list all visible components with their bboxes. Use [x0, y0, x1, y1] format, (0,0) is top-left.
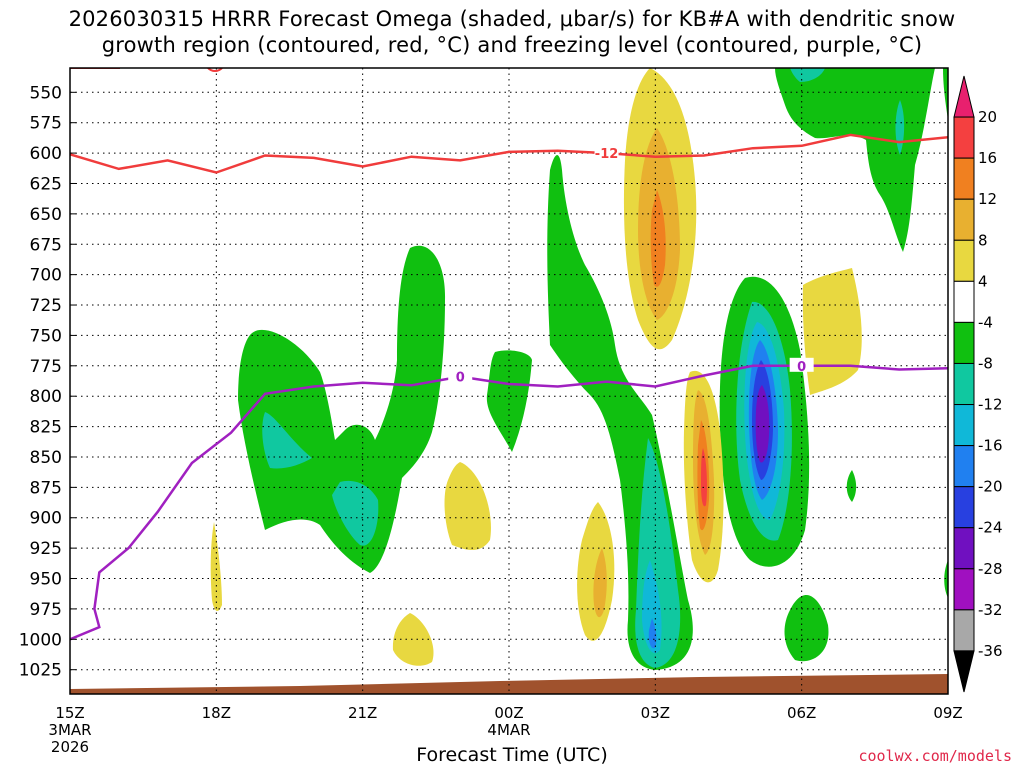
- contour-lines: -12 0 0: [70, 133, 948, 641]
- x-tick-date: 4MAR: [487, 721, 530, 739]
- x-tick-label: 03Z: [641, 704, 670, 722]
- colorbar-label: -8: [978, 354, 993, 372]
- y-tick-label: 600: [30, 144, 62, 164]
- grid: [70, 68, 948, 694]
- y-tick-label: 975: [30, 600, 62, 620]
- contour-label: -12: [595, 147, 619, 162]
- y-tick-label: 725: [30, 296, 62, 316]
- title-line-2: growth region (contoured, red, °C) and f…: [101, 33, 923, 57]
- x-tick-label: 06Z: [787, 704, 816, 722]
- dendritic-contour-line: [70, 133, 948, 174]
- y-tick-label: 800: [30, 387, 62, 407]
- colorbar-swatch: [953, 486, 975, 529]
- colorbar: 20 16 12 8 4 -4 -8 -12 -16 -20 -24 -28 -32 -36: [953, 75, 1003, 693]
- colorbar-label: -16: [978, 437, 1003, 455]
- x-tick-label: 09Z: [933, 704, 962, 722]
- omega-cyan-region: [642, 560, 662, 654]
- y-tick-label: 550: [30, 83, 62, 103]
- contour-label-bg: [594, 145, 619, 160]
- colorbar-label: -24: [978, 519, 1003, 537]
- colorbar-label: -20: [978, 478, 1003, 496]
- omega-yellow-region: [444, 462, 491, 550]
- colorbar-swatch: [953, 157, 975, 200]
- omega-yellow-region: [210, 522, 222, 612]
- omega-yellow-region: [802, 268, 862, 395]
- colorbar-label: 8: [978, 231, 988, 249]
- colorbar-label: -28: [978, 560, 1003, 578]
- y-tick-label: 775: [30, 357, 62, 377]
- y-tick-label: 625: [30, 174, 62, 194]
- colorbar-swatch: [953, 321, 975, 364]
- omega-green-region: [943, 68, 948, 120]
- colorbar-label: -12: [978, 396, 1003, 414]
- omega-yellow-region: [392, 613, 434, 666]
- omega-green-region: [238, 245, 446, 573]
- y-tick-label: 950: [30, 570, 62, 590]
- omega-shading: [70, 68, 948, 670]
- y-tick-label: 750: [30, 326, 62, 346]
- colorbar-swatch: [953, 404, 975, 447]
- colorbar-label: -4: [978, 313, 993, 331]
- omega-purple-region: [755, 385, 770, 463]
- colorbar-label: -32: [978, 601, 1003, 619]
- freezing-level-line: [70, 364, 948, 641]
- y-tick-label: 850: [30, 448, 62, 468]
- colorbar-label: 20: [978, 108, 997, 126]
- omega-red-region: [701, 448, 707, 507]
- y-tick-label: 900: [30, 509, 62, 529]
- y-tick-label: 1025: [19, 661, 62, 681]
- colorbar-swatch: [953, 239, 975, 282]
- colorbar-label: 12: [978, 190, 997, 208]
- contour-label: 0: [797, 360, 806, 375]
- omega-green-region: [846, 470, 857, 502]
- plot-frame: [69, 67, 949, 695]
- y-tick-label: 1000: [19, 630, 62, 650]
- y-tick-label: 700: [30, 266, 62, 286]
- x-axis-title: Forecast Time (UTC): [416, 744, 608, 766]
- colorbar-label: -36: [978, 642, 1003, 660]
- colorbar-swatch: [953, 116, 975, 159]
- omega-green-region: [944, 560, 948, 598]
- colorbar-top-triangle: [953, 75, 975, 118]
- x-tick-label: 21Z: [348, 704, 377, 722]
- omega-gold-region: [593, 548, 607, 618]
- x-tick-date: 3MAR: [48, 721, 91, 739]
- x-tick-label: 15Z: [55, 704, 84, 722]
- credit-link[interactable]: coolwx.com/models: [858, 747, 1012, 765]
- colorbar-label: 4: [978, 272, 988, 290]
- contour-label-bg: [789, 357, 814, 372]
- y-tick-label: 875: [30, 478, 62, 498]
- y-tick-label: 650: [30, 205, 62, 225]
- omega-green-region: [784, 594, 829, 662]
- colorbar-swatch: [953, 445, 975, 488]
- chart-title: 2026030315 HRRR Forecast Omega (shaded, …: [0, 6, 1024, 58]
- colorbar-swatch: [953, 527, 975, 570]
- omega-blue-region: [648, 618, 657, 649]
- y-tick-label: 925: [30, 539, 62, 559]
- colorbar-swatch: [953, 568, 975, 611]
- y-axis: 550 575 600 625 650 675 700 725 750 775 800 825 850 8…: [19, 83, 76, 681]
- omega-green-region: [775, 68, 935, 252]
- omega-teal-region: [790, 68, 825, 82]
- colorbar-swatch: [953, 362, 975, 406]
- x-tick-year: 2026: [51, 738, 89, 756]
- omega-green-region: [486, 350, 532, 452]
- title-line-1: 2026030315 HRRR Forecast Omega (shaded, …: [68, 7, 956, 31]
- y-tick-label: 825: [30, 418, 62, 438]
- y-tick-label: 575: [30, 114, 62, 134]
- omega-teal-region: [332, 480, 379, 546]
- dendritic-contour-blip: [207, 68, 223, 72]
- y-tick-label: 675: [30, 235, 62, 255]
- colorbar-label: 16: [978, 149, 997, 167]
- contour-label-bg: [448, 368, 473, 383]
- colorbar-swatch: [953, 280, 975, 323]
- x-tick-label: 18Z: [202, 704, 231, 722]
- colorbar-swatch: [953, 609, 975, 652]
- x-tick-label: 00Z: [494, 704, 523, 722]
- colorbar-swatch: [953, 198, 975, 241]
- colorbar-bottom-triangle: [953, 650, 975, 693]
- contour-label: 0: [456, 371, 465, 386]
